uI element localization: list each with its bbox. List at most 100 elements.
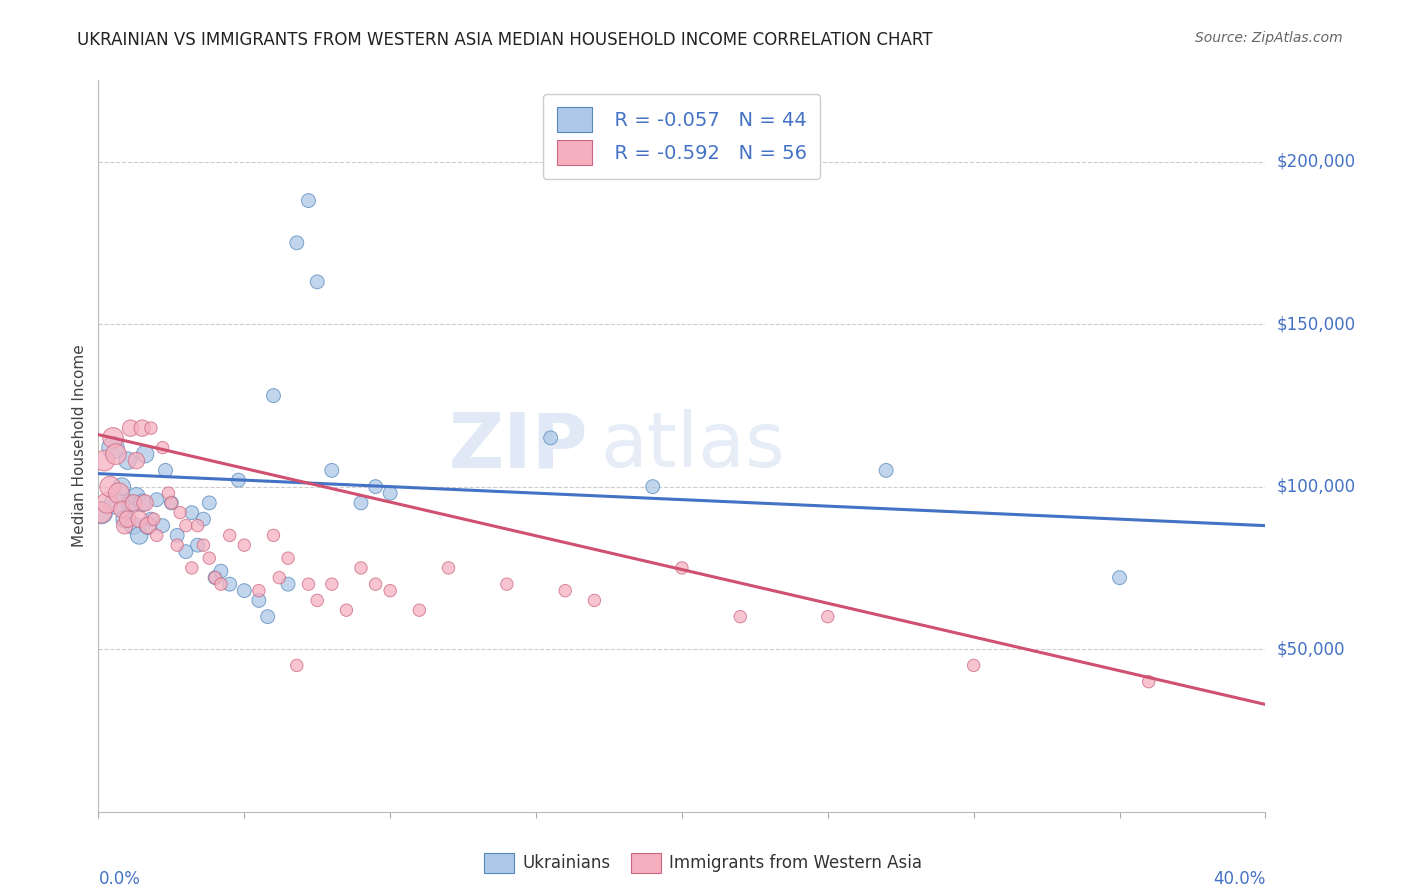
Point [139, 512, 162, 526]
Point [98, 480, 121, 494]
Point [117, 512, 139, 526]
Point [174, 544, 197, 558]
Point [139, 421, 162, 435]
Legend: Ukrainians, Immigrants from Western Asia: Ukrainians, Immigrants from Western Asia [478, 847, 928, 880]
Point [233, 583, 256, 598]
Point [180, 506, 202, 520]
Text: atlas: atlas [600, 409, 785, 483]
Point [131, 421, 153, 435]
Point [101, 431, 124, 445]
Point [142, 512, 165, 526]
Point [114, 518, 136, 533]
Point [136, 518, 159, 533]
Point [297, 577, 319, 591]
Point [350, 496, 373, 510]
Point [364, 480, 387, 494]
Point [152, 441, 174, 455]
Point [540, 431, 562, 445]
Point [335, 603, 357, 617]
Point [256, 609, 278, 624]
Point [90, 506, 112, 520]
Point [1108, 571, 1130, 585]
Text: Source: ZipAtlas.com: Source: ZipAtlas.com [1195, 31, 1343, 45]
Point [285, 235, 308, 250]
Point [218, 528, 240, 542]
Point [364, 577, 387, 591]
Point [117, 453, 139, 467]
Point [209, 577, 232, 591]
Point [875, 463, 897, 477]
Point [247, 583, 270, 598]
Point [380, 583, 402, 598]
Point [228, 473, 250, 487]
Y-axis label: Median Household Income: Median Household Income [72, 344, 87, 548]
Point [193, 512, 215, 526]
Point [120, 496, 142, 510]
Point [146, 528, 169, 542]
Point [641, 480, 664, 494]
Point [134, 447, 156, 461]
Point [1137, 674, 1160, 689]
Point [180, 561, 202, 575]
Point [104, 447, 127, 461]
Point [209, 564, 232, 578]
Point [496, 577, 519, 591]
Text: $100,000: $100,000 [1277, 477, 1355, 496]
Point [128, 512, 150, 526]
Point [146, 492, 169, 507]
Point [101, 441, 124, 455]
Point [262, 528, 284, 542]
Point [671, 561, 693, 575]
Point [204, 571, 226, 585]
Point [198, 551, 221, 566]
Point [166, 538, 188, 552]
Point [160, 496, 183, 510]
Point [90, 506, 112, 520]
Point [169, 506, 191, 520]
Point [111, 502, 134, 516]
Point [114, 512, 136, 526]
Point [125, 453, 148, 467]
Point [285, 658, 308, 673]
Point [380, 486, 402, 500]
Text: ZIP: ZIP [449, 409, 589, 483]
Point [297, 194, 319, 208]
Point [262, 389, 284, 403]
Point [122, 518, 145, 533]
Legend:   R = -0.057   N = 44,   R = -0.592   N = 56: R = -0.057 N = 44, R = -0.592 N = 56 [544, 94, 820, 178]
Text: $150,000: $150,000 [1277, 315, 1355, 333]
Point [962, 658, 984, 673]
Point [166, 528, 188, 542]
Point [437, 561, 460, 575]
Text: UKRAINIAN VS IMMIGRANTS FROM WESTERN ASIA MEDIAN HOUSEHOLD INCOME CORRELATION CH: UKRAINIAN VS IMMIGRANTS FROM WESTERN ASI… [77, 31, 932, 49]
Point [204, 571, 226, 585]
Point [198, 496, 221, 510]
Point [152, 518, 174, 533]
Point [277, 551, 299, 566]
Point [104, 496, 127, 510]
Point [233, 538, 256, 552]
Point [817, 609, 839, 624]
Point [554, 583, 576, 598]
Point [321, 463, 343, 477]
Text: $200,000: $200,000 [1277, 153, 1355, 170]
Point [155, 463, 177, 477]
Point [174, 518, 197, 533]
Point [108, 486, 131, 500]
Point [193, 538, 215, 552]
Point [307, 275, 329, 289]
Point [157, 486, 180, 500]
Point [350, 561, 373, 575]
Point [122, 496, 145, 510]
Point [730, 609, 752, 624]
Point [111, 480, 134, 494]
Point [134, 496, 156, 510]
Point [160, 496, 183, 510]
Point [96, 496, 118, 510]
Point [307, 593, 329, 607]
Point [187, 538, 209, 552]
Point [583, 593, 606, 607]
Point [187, 518, 209, 533]
Text: 0.0%: 0.0% [98, 871, 141, 888]
Point [131, 496, 153, 510]
